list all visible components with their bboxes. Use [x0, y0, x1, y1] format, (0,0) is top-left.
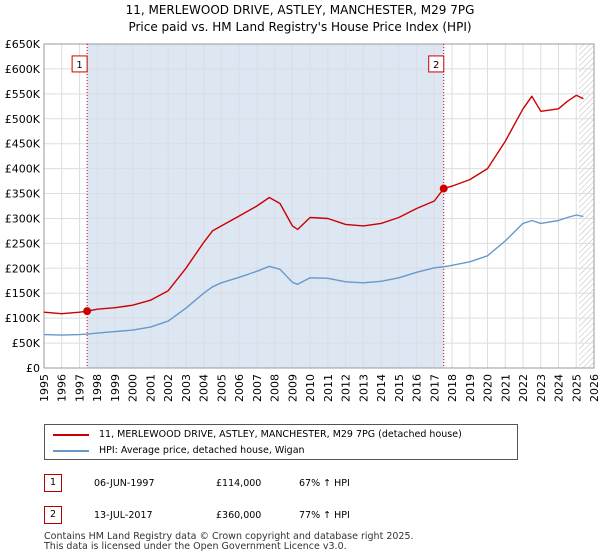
y-tick-label: £450K: [5, 138, 41, 151]
x-tick-label: 2021: [499, 374, 512, 402]
x-tick-label: 2003: [180, 374, 193, 402]
title-line-1: 11, MERLEWOOD DRIVE, ASTLEY, MANCHESTER,…: [125, 3, 475, 17]
x-tick-label: 2014: [375, 374, 388, 402]
footer-line-1: Contains HM Land Registry data © Crown c…: [44, 531, 414, 542]
footer: Contains HM Land Registry data © Crown c…: [44, 532, 414, 552]
transaction-price-1: £114,000: [216, 478, 262, 489]
annotation-badge-box: [428, 55, 445, 73]
transaction-date-2: 13-JUL-2017: [94, 510, 153, 521]
y-tick-label: £250K: [5, 237, 41, 250]
y-tick-label: £200K: [5, 262, 41, 275]
annotation-badge-label: 1: [76, 60, 82, 71]
legend-label-hpi: HPI: Average price, detached house, Wiga…: [99, 445, 305, 456]
title-line-2: Price paid vs. HM Land Registry's House …: [128, 20, 472, 34]
x-tick-label: 2017: [428, 374, 441, 402]
footer-line-2: This data is licensed under the Open Gov…: [44, 541, 347, 552]
x-tick-label: 2013: [357, 374, 370, 402]
annotation-badge-label: 2: [433, 60, 439, 71]
x-tick-label: 2008: [269, 374, 282, 402]
legend-swatch-property: [53, 434, 89, 436]
legend-label-property: 11, MERLEWOOD DRIVE, ASTLEY, MANCHESTER,…: [99, 429, 462, 440]
y-tick-label: £650K: [5, 38, 41, 51]
annotation-badge-2: 2: [428, 55, 445, 73]
x-tick-label: 2004: [198, 374, 211, 402]
x-tick-label: 1995: [38, 374, 51, 402]
y-tick-label: £400K: [5, 163, 41, 176]
series-line-hpi: [43, 214, 584, 336]
x-tick-label: 2016: [411, 374, 424, 402]
x-tick-label: 2025: [570, 374, 583, 402]
annotation-badge-box: [71, 55, 88, 73]
transaction-price-2: £360,000: [216, 510, 262, 521]
x-tick-label: 2019: [464, 374, 477, 402]
y-tick-label: £50K: [12, 337, 41, 350]
y-tick-label: £350K: [5, 188, 41, 201]
transaction-hpi-1: 67% ↑ HPI: [299, 478, 350, 489]
x-tick-label: 2023: [535, 374, 548, 402]
y-tick-label: £550K: [5, 88, 41, 101]
transaction-badge-1: 1: [44, 474, 62, 492]
x-tick-label: 1996: [56, 374, 69, 402]
x-tick-label: 2009: [286, 374, 299, 402]
plot-border: [43, 43, 595, 369]
x-tick-label: 2000: [127, 374, 140, 402]
x-tick-label: 2018: [446, 374, 459, 402]
transaction-badge-2: 2: [44, 506, 62, 524]
x-tick-label: 2007: [251, 374, 264, 402]
x-tick-label: 2015: [393, 374, 406, 402]
shaded-span: [87, 44, 444, 368]
sale-point-1: [83, 307, 92, 316]
x-tick-label: 2026: [588, 374, 600, 402]
price-chart: £0 £50K £100K £150K £200K £250K £300K £350K £400…: [5, 38, 600, 402]
y-tick-label: £600K: [5, 63, 41, 76]
legend: 11, MERLEWOOD DRIVE, ASTLEY, MANCHESTER,…: [44, 424, 518, 460]
x-tick-label: 2022: [517, 374, 530, 402]
y-tick-label: £0: [26, 362, 40, 375]
y-tick-label: £100K: [5, 312, 41, 325]
y-tick-label: £500K: [5, 113, 41, 126]
x-tick-label: 2020: [482, 374, 495, 402]
forecast-region: [578, 44, 594, 368]
y-tick-label: £150K: [5, 287, 41, 300]
x-tick-label: 1997: [73, 374, 86, 402]
x-tick-label: 2010: [304, 374, 317, 402]
legend-swatch-hpi: [53, 450, 89, 452]
x-tick-label: 2002: [162, 374, 175, 402]
series-line-property: [43, 94, 584, 315]
x-tick-label: 1999: [109, 374, 122, 402]
x-tick-label: 2001: [144, 374, 157, 402]
x-tick-label: 2006: [233, 374, 246, 402]
transaction-date-1: 06-JUN-1997: [94, 478, 155, 489]
sale-point-2: [439, 184, 448, 193]
annotation-badge-1: 1: [71, 55, 88, 73]
x-tick-label: 1998: [91, 374, 104, 402]
x-tick-label: 2024: [553, 374, 566, 402]
chart-title: 11, MERLEWOOD DRIVE, ASTLEY, MANCHESTER,…: [0, 2, 600, 36]
transaction-hpi-2: 77% ↑ HPI: [299, 510, 350, 521]
x-tick-label: 2012: [340, 374, 353, 402]
x-tick-label: 2005: [215, 374, 228, 402]
y-tick-label: £300K: [5, 212, 41, 225]
x-tick-label: 2011: [322, 374, 335, 402]
